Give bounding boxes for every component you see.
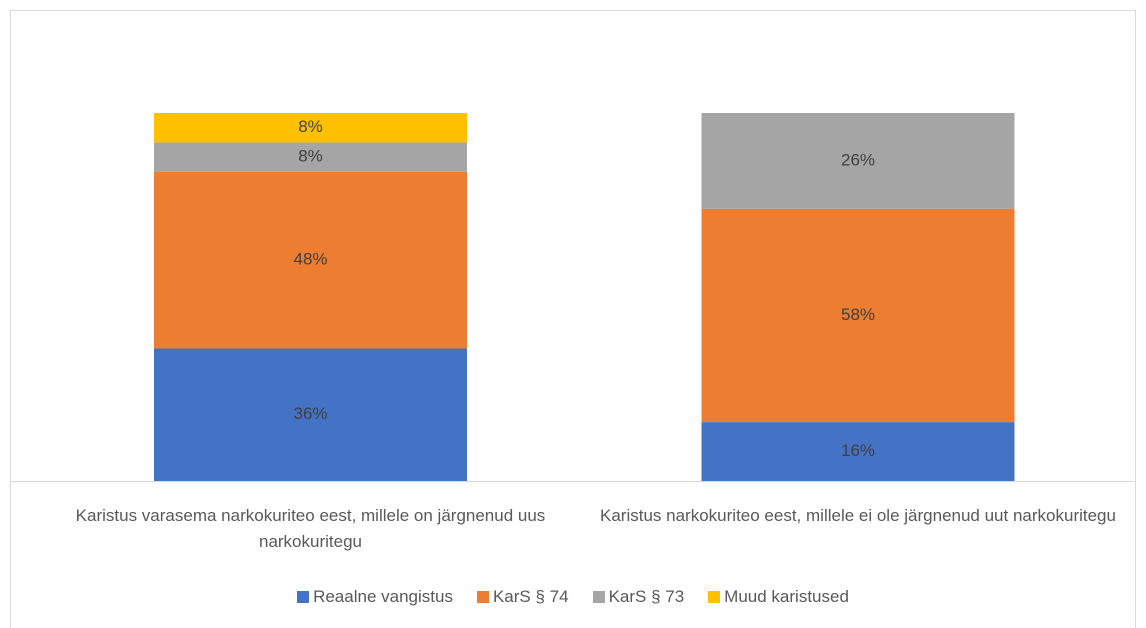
legend-item: KarS § 73: [592, 587, 685, 607]
legend-item: Muud karistused: [708, 587, 849, 607]
data-label: 26%: [841, 150, 875, 169]
legend-swatch: [592, 591, 605, 603]
data-label: 48%: [293, 250, 327, 269]
x-tick-label: Karistus varasema narkokuriteo eest, mil…: [75, 506, 546, 551]
legend: Reaalne vangistus KarS § 74 KarS § 73 Muud …: [0, 587, 1146, 607]
legend-swatch: [708, 591, 721, 603]
legend-swatch: [297, 591, 310, 603]
x-tick-label: Karistus narkokuriteo eest, millele ei o…: [600, 506, 1116, 525]
legend-item: Reaalne vangistus: [297, 587, 453, 607]
legend-label: KarS § 73: [608, 587, 685, 606]
data-label: 58%: [841, 305, 875, 324]
data-label: 8%: [298, 147, 323, 166]
bar-segment: [701, 113, 1015, 209]
chart-border: [10, 10, 1136, 628]
bar-segment: [154, 348, 467, 481]
bar-segment: [701, 422, 1015, 481]
legend-label: Muud karistused: [724, 587, 849, 606]
data-label: 8%: [298, 117, 323, 136]
legend-item: KarS § 74: [476, 587, 569, 607]
legend-label: Reaalne vangistus: [313, 587, 453, 606]
bar-segment: [154, 113, 467, 143]
legend-swatch: [476, 591, 489, 603]
data-label: 36%: [293, 404, 327, 423]
bar-segment: [701, 208, 1015, 423]
bar-segment: [154, 142, 467, 172]
legend-label: KarS § 74: [492, 587, 569, 606]
bar-segment: [154, 171, 467, 349]
data-label: 16%: [841, 441, 875, 460]
